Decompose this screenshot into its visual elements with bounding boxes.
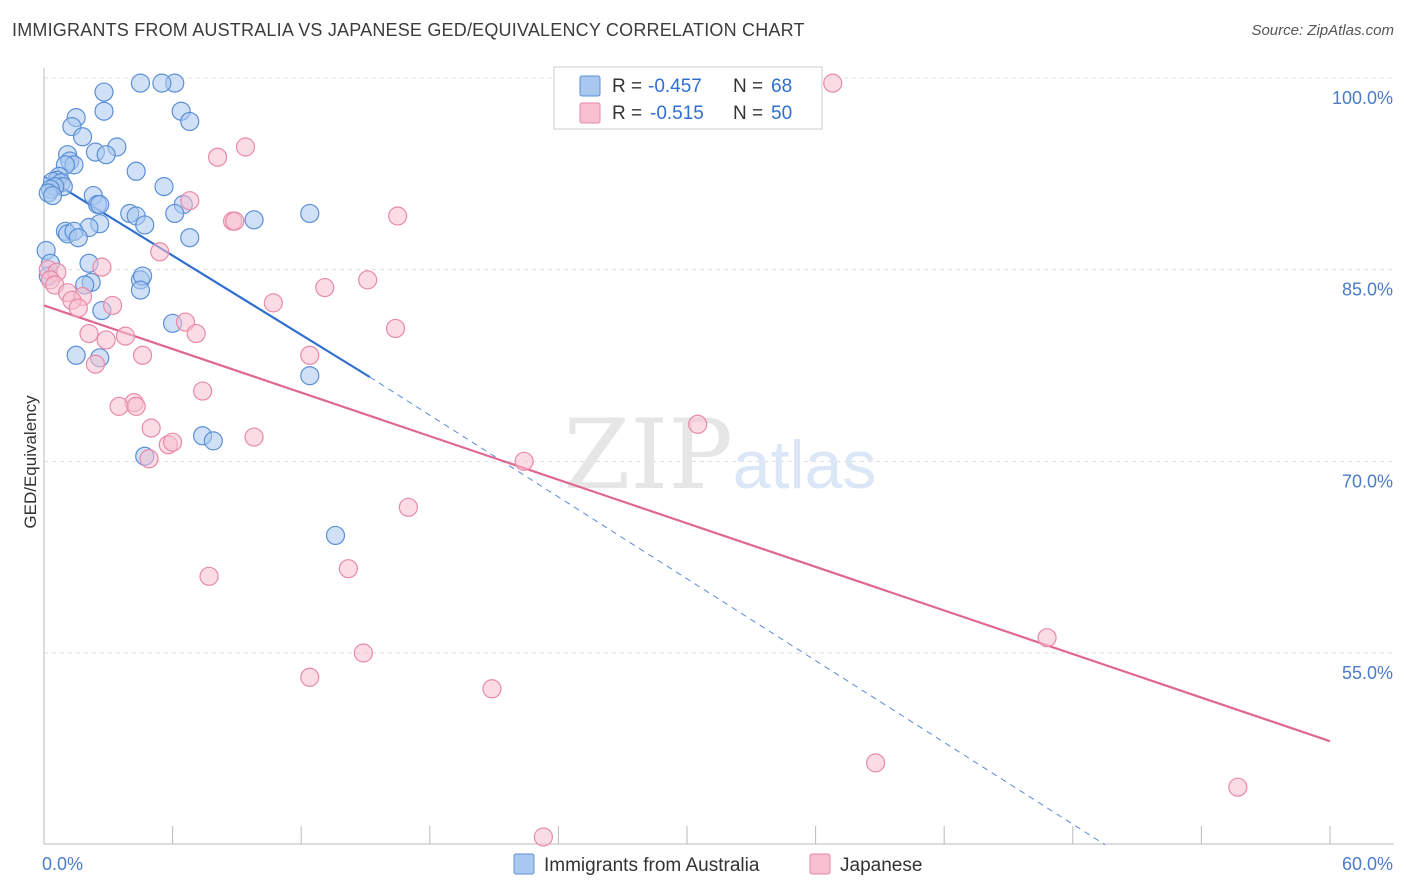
series-legend: Immigrants from Australia Japanese — [513, 853, 922, 876]
point-australia — [135, 215, 155, 235]
point-japanese — [163, 432, 183, 452]
point-australia — [94, 82, 114, 102]
point-japanese — [126, 396, 146, 416]
y-tick-label: 70.0% — [1342, 471, 1393, 491]
y-tick-label: 55.0% — [1342, 663, 1393, 683]
point-japanese — [300, 667, 320, 687]
point-australia — [72, 127, 93, 147]
chart-source: Source: ZipAtlas.com — [1251, 22, 1394, 39]
point-japanese — [263, 293, 283, 313]
point-japanese — [358, 270, 378, 290]
point-japanese — [96, 330, 116, 350]
legend-swatch-pink — [579, 102, 601, 124]
point-australia — [42, 185, 63, 206]
point-japanese — [139, 449, 159, 469]
trend-line-japanese — [43, 304, 1331, 743]
x-tick-labels: 0.0% 60.0% — [42, 854, 1393, 874]
legend-r-label-pink: R = — [612, 103, 642, 124]
point-japanese — [866, 753, 886, 773]
point-japanese — [482, 679, 502, 699]
watermark: ZIPatlas — [564, 399, 877, 511]
legend-r-label-blue: R = — [612, 76, 642, 97]
point-japanese — [208, 147, 228, 167]
point-australia — [165, 203, 185, 224]
point-australia — [130, 73, 151, 93]
legend-n-value-blue: 68 — [771, 76, 792, 97]
point-japanese — [180, 191, 200, 211]
x-tick-label: 60.0% — [1342, 854, 1393, 874]
point-japanese — [199, 566, 219, 586]
point-japanese — [388, 206, 408, 226]
watermark-atlas: atlas — [733, 427, 877, 503]
point-japanese — [193, 381, 213, 401]
point-japanese — [150, 242, 170, 262]
point-japanese — [533, 827, 553, 847]
point-japanese — [1037, 628, 1057, 648]
point-australia — [203, 431, 223, 451]
legend-swatch-blue — [579, 75, 601, 97]
chart-title: IMMIGRANTS FROM AUSTRALIA VS JAPANESE GE… — [12, 20, 805, 40]
point-australia — [66, 345, 86, 365]
point-japanese — [688, 414, 708, 434]
point-japanese — [92, 257, 112, 277]
point-japanese — [102, 295, 123, 316]
point-australia — [68, 228, 88, 248]
watermark-zip: ZIP — [564, 399, 733, 511]
point-australia — [96, 145, 116, 165]
point-japanese — [514, 451, 534, 471]
legend-n-label-blue: N = — [733, 76, 763, 97]
point-japanese — [79, 323, 99, 344]
point-japanese — [85, 354, 106, 374]
point-australia — [325, 525, 346, 546]
legend-r-value-pink: -0.515 — [650, 103, 704, 124]
point-australia — [130, 280, 151, 300]
point-australia — [300, 203, 320, 224]
data-points — [36, 73, 1248, 847]
point-japanese — [244, 427, 264, 447]
trend-line-australia-extension — [369, 376, 1106, 846]
point-japanese — [300, 345, 320, 365]
point-australia — [180, 111, 200, 132]
point-japanese — [823, 73, 843, 93]
stats-legend: R = -0.457 N = 68 R = -0.515 N = 50 — [553, 66, 823, 130]
point-japanese — [398, 497, 418, 517]
series-swatch-australia — [513, 853, 535, 875]
x-tick-label: 0.0% — [42, 854, 83, 874]
point-australia — [94, 101, 114, 121]
point-australia — [154, 177, 174, 197]
point-japanese — [225, 211, 245, 231]
legend-n-value-pink: 50 — [771, 103, 792, 124]
point-japanese — [186, 323, 206, 344]
legend-r-value-blue: -0.457 — [648, 76, 702, 97]
point-japanese — [132, 345, 153, 365]
legend-n-label-pink: N = — [733, 103, 763, 124]
y-tick-label: 100.0% — [1332, 88, 1393, 108]
point-australia — [90, 194, 110, 215]
point-japanese — [68, 298, 88, 318]
point-japanese — [315, 277, 335, 298]
point-australia — [300, 366, 320, 386]
point-australia — [126, 161, 146, 181]
point-japanese — [235, 137, 256, 157]
y-axis-label: GED/Equivalency — [21, 395, 40, 529]
gridlines — [44, 77, 1394, 654]
point-japanese — [385, 318, 406, 339]
point-japanese — [338, 559, 358, 579]
point-japanese — [1228, 777, 1248, 797]
point-japanese — [109, 396, 129, 416]
y-tick-labels: 55.0% 70.0% 85.0% 100.0% — [1332, 88, 1393, 683]
point-australia — [152, 73, 172, 93]
y-tick-label: 85.0% — [1342, 280, 1393, 300]
point-australia — [244, 210, 264, 230]
series-label-australia: Immigrants from Australia — [544, 855, 760, 876]
point-australia — [180, 228, 200, 248]
point-japanese — [353, 643, 373, 663]
point-japanese — [115, 326, 136, 346]
point-japanese — [141, 418, 161, 438]
series-swatch-japanese — [809, 853, 831, 875]
series-label-japanese: Japanese — [840, 855, 922, 876]
